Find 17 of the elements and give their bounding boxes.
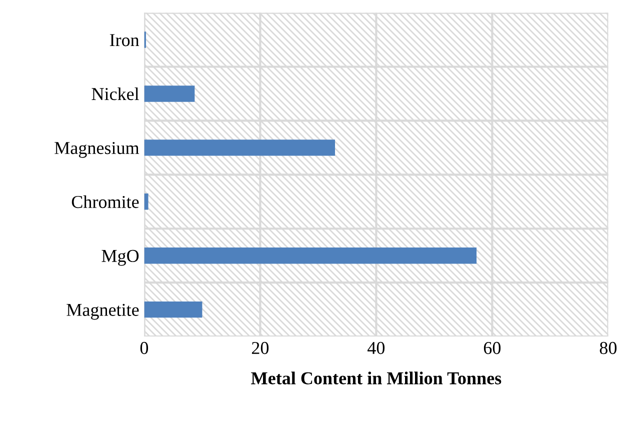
x-tick-label: 80 (600, 342, 617, 354)
x-tick-label: 20 (252, 342, 269, 354)
y-tick-label: Magnesium (54, 142, 140, 158)
y-tick-label: Iron (110, 34, 140, 46)
bar (144, 194, 148, 210)
x-tick-label: 40 (368, 342, 385, 354)
x-tick-label: 0 (140, 342, 148, 354)
x-tick-label: 60 (484, 342, 501, 354)
bar (144, 86, 195, 102)
y-tick-label: MgO (102, 250, 139, 266)
y-tick-label: Nickel (92, 87, 139, 100)
bar (144, 301, 202, 318)
bar (144, 248, 477, 264)
x-axis-title: Metal Content in Million Tonnes (251, 372, 502, 384)
bar (144, 140, 336, 156)
y-tick-label: Chromite (72, 195, 139, 208)
y-tick-label: Magnetite (66, 304, 139, 320)
